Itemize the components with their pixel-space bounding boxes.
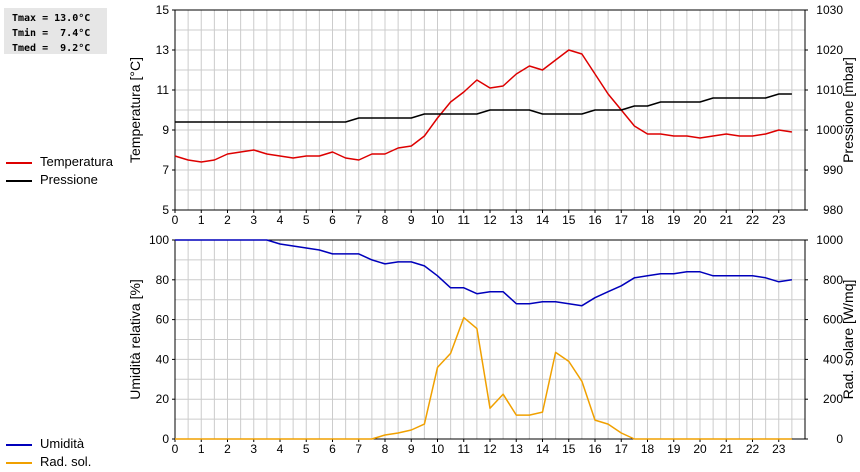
y-tick-label: 100 [149,233,169,247]
y2-tick-label: 980 [823,203,843,217]
x-tick-label: 23 [772,442,786,456]
x-tick-label: 21 [720,213,734,227]
legend-swatch-pressure [6,180,32,182]
series-line-umidit- [175,239,793,307]
x-tick-label: 21 [720,442,734,456]
y2-tick-label: 1030 [816,3,843,17]
legend-swatch-humidity [6,444,32,446]
x-tick-label: 22 [746,213,760,227]
plot-1: 0 1 2 3 4 5 6 7 8 9 10 11 12 13 14 15 16 17 18 19 20 21 22 2302… [127,233,856,456]
y2-tick-label: 1000 [816,233,843,247]
y2-tick-label: 990 [823,163,843,177]
x-tick-label: 7 [355,213,362,227]
x-tick-label: 3 [250,442,257,456]
x-tick-label: 8 [382,442,389,456]
x-tick-label: 23 [772,213,786,227]
y2-tick-label: 1000 [816,123,843,137]
x-tick-label: 8 [382,213,389,227]
y-tick-label: 11 [157,83,170,97]
y-tick-label: 9 [162,123,169,137]
x-tick-label: 20 [693,442,707,456]
y2-tick-label: 200 [823,392,843,406]
x-tick-label: 6 [329,442,336,456]
x-tick-label: 10 [431,213,445,227]
x-tick-label: 4 [277,442,284,456]
series-line-rad-sol- [175,316,792,440]
legend-label-pressure: Pressione [40,172,98,187]
y-axis-label: Temperatura [°C] [127,57,143,163]
y-axis-label: Umidità relativa [%] [127,279,143,400]
x-tick-label: 19 [667,442,681,456]
stat-tmin: Tmin = 7.4°C [12,28,91,39]
legend-label-temperature: Temperatura [40,154,113,169]
legend-label-humidity: Umidità [40,436,85,451]
x-tick-label: 3 [250,213,257,227]
y2-tick-label: 600 [823,313,843,327]
x-tick-label: 9 [408,442,415,456]
legend-swatch-radiation [6,462,32,464]
x-tick-label: 11 [458,213,471,227]
x-tick-label: 17 [615,213,629,227]
x-tick-label: 15 [562,442,576,456]
x-tick-label: 16 [588,442,602,456]
x-tick-label: 18 [641,442,655,456]
y2-tick-label: 800 [823,273,843,287]
x-tick-label: 14 [536,442,550,456]
x-tick-label: 18 [641,213,655,227]
x-tick-label: 22 [746,442,760,456]
stat-tmed: Tmed = 9.2°C [12,43,91,54]
x-tick-label: 19 [667,213,681,227]
x-tick-label: 0 [172,442,179,456]
x-tick-label: 1 [198,213,205,227]
x-tick-label: 9 [408,213,415,227]
stats-box: Tmax = 13.0°C Tmin = 7.4°C Tmed = 9.2°C [4,8,107,54]
y-tick-label: 13 [156,43,170,57]
y2-tick-label: 400 [823,352,843,366]
y2-tick-label: 1020 [816,43,843,57]
y-tick-label: 15 [156,3,170,17]
x-tick-label: 0 [172,213,179,227]
x-tick-label: 11 [458,442,471,456]
x-tick-label: 16 [588,213,602,227]
x-tick-label: 15 [562,213,576,227]
x-tick-label: 13 [510,213,524,227]
x-tick-label: 7 [355,442,362,456]
y2-tick-label: 0 [836,432,843,446]
y-tick-label: 20 [156,392,170,406]
x-tick-label: 12 [483,213,497,227]
x-tick-label: 12 [483,442,497,456]
x-tick-label: 10 [431,442,445,456]
x-tick-label: 20 [693,213,707,227]
x-tick-label: 13 [510,442,524,456]
x-tick-label: 5 [303,213,310,227]
y-tick-label: 0 [162,432,169,446]
x-tick-label: 5 [303,442,310,456]
series-line-pressione [175,93,792,123]
weather-charts: 0 1 2 3 4 5 6 7 8 9 10 11 12 13 14 15 16 17 18 19 20 21 22 2357… [127,3,856,456]
y2-axis-label: Rad. solare [W/mq] [840,280,856,400]
y2-axis-label: Pressione [mbar] [840,57,856,163]
x-tick-label: 6 [329,213,336,227]
y-tick-label: 80 [156,273,170,287]
x-tick-label: 14 [536,213,550,227]
y2-tick-label: 1010 [816,83,843,97]
x-tick-label: 2 [224,213,231,227]
y-tick-label: 5 [162,203,169,217]
x-tick-label: 4 [277,213,284,227]
x-tick-label: 1 [198,442,205,456]
y-tick-label: 40 [156,352,170,366]
y-tick-label: 7 [162,163,169,177]
series-line-temperatura [174,49,793,163]
legend-swatch-temperature [6,162,32,164]
x-tick-label: 2 [224,442,231,456]
plot-0: 0 1 2 3 4 5 6 7 8 9 10 11 12 13 14 15 16 17 18 19 20 21 22 2357… [127,3,856,227]
x-tick-label: 17 [615,442,629,456]
y-tick-label: 60 [156,313,170,327]
stat-tmax: Tmax = 13.0°C [12,13,91,24]
